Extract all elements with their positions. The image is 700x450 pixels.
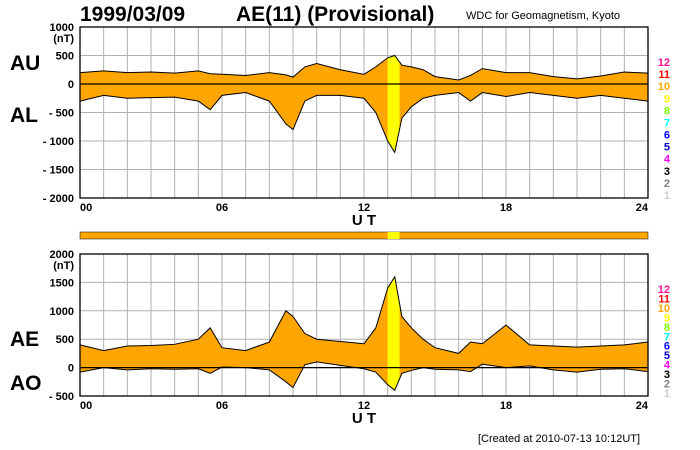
- panel2-station-number: 6: [664, 341, 670, 353]
- panel1-station-number: 8: [664, 105, 670, 117]
- panel2-station-number: 4: [664, 360, 671, 372]
- panel1-station-number: 11: [658, 69, 670, 81]
- panel1-y-tick-label: 1000: [50, 22, 74, 34]
- panel2-station-number: 1: [664, 388, 670, 400]
- panel2-x-tick-label: 00: [80, 400, 92, 412]
- panel1-station-number: 6: [664, 130, 670, 142]
- panel2-y-unit: (nT): [53, 260, 74, 272]
- panel2-y-tick-label: 0: [68, 363, 74, 375]
- panel1-highlight-fill: [387, 55, 400, 153]
- panel1-x-tick-label: 00: [80, 202, 92, 214]
- panel1-station-number: 2: [664, 178, 670, 190]
- panel1-station-number: 12: [658, 57, 670, 69]
- created-timestamp: [Created at 2010-07-13 10:12UT]: [478, 433, 641, 445]
- panel2-frame: [79, 253, 649, 397]
- panel2-station-number: 10: [658, 303, 670, 315]
- ae-label: AE: [10, 328, 40, 351]
- panel2-x-tick-label: 18: [500, 400, 512, 412]
- panel2-y-tick-label: - 500: [49, 391, 74, 403]
- panel2-x-tick-label: 06: [216, 400, 228, 412]
- panel1-y-tick-label: - 1000: [43, 136, 74, 148]
- panel2-x-tick-label: 24: [636, 400, 649, 412]
- panel1-y-tick-label: - 500: [49, 108, 74, 120]
- panel2-highlight-fill: [387, 276, 400, 391]
- panel2-station-number: 9: [664, 312, 670, 324]
- panel1-station-number: 9: [664, 93, 670, 105]
- chart-title: AE(11) (Provisional): [236, 3, 435, 26]
- panel2-station-number: 8: [664, 322, 670, 334]
- panel2-series-ae: [79, 275, 649, 354]
- panel2-series-ao: [79, 361, 649, 392]
- panel1-frame: [79, 26, 649, 199]
- panel1-y-tick-label: - 1500: [43, 165, 74, 177]
- panel2-x-axis-label: U T: [352, 410, 376, 427]
- panel1-y-tick-label: 500: [56, 51, 74, 63]
- panel1-station-number: 5: [664, 142, 670, 154]
- panel1-station-number: 7: [664, 117, 670, 129]
- panel2-station-number: 3: [664, 369, 670, 381]
- time-coverage-bar: [79, 231, 649, 240]
- panel1-range-fill: [80, 55, 648, 153]
- panel1-series-au: [79, 54, 649, 81]
- panel2-range-fill: [80, 276, 648, 391]
- panel2-station-number: 7: [664, 331, 670, 343]
- time-coverage-highlight: [387, 232, 400, 239]
- panel1-x-tick-label: 18: [500, 202, 512, 214]
- panel1-station-number: 10: [658, 81, 670, 93]
- panel1-x-tick-label: 24: [636, 202, 649, 214]
- panel2-y-tick-label: 1500: [50, 277, 74, 289]
- panel2-station-number: 5: [664, 350, 670, 362]
- panel2-y-tick-label: 500: [56, 334, 74, 346]
- au-label: AU: [10, 52, 41, 75]
- panel2-station-number: 11: [658, 293, 670, 305]
- panel1-x-tick-label: 06: [216, 202, 228, 214]
- chart-date: 1999/03/09: [80, 3, 186, 26]
- panel1-x-axis-label: U T: [352, 212, 376, 229]
- ao-label: AO: [10, 372, 42, 395]
- panel1-y-tick-label: 0: [68, 79, 74, 91]
- panel1-y-unit: (nT): [53, 33, 74, 45]
- panel2-y-tick-label: 2000: [50, 249, 74, 261]
- panel1-station-number: 1: [664, 190, 670, 202]
- al-label: AL: [10, 104, 38, 127]
- panel1-station-number: 4: [664, 154, 671, 166]
- panel1-station-number: 3: [664, 166, 670, 178]
- panel2-y-tick-label: 1000: [50, 306, 74, 318]
- panel2-station-number: 12: [658, 284, 670, 296]
- panel2-station-number: 2: [664, 379, 670, 391]
- panel2-x-tick-label: 12: [358, 400, 370, 412]
- panel1-y-tick-label: - 2000: [43, 193, 74, 205]
- data-source: WDC for Geomagnetism, Kyoto: [466, 10, 621, 22]
- panel1-series-al: [79, 92, 649, 154]
- panel1-x-tick-label: 12: [358, 202, 370, 214]
